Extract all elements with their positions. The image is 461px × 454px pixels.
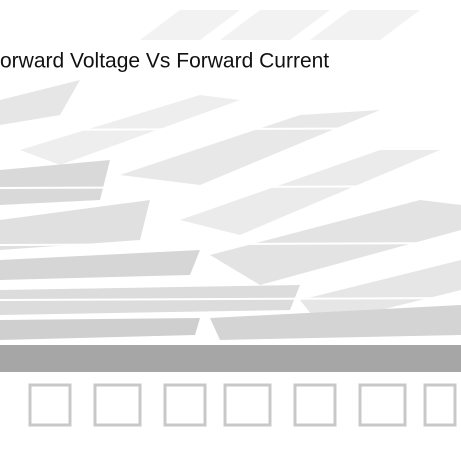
- top-streaks: [140, 10, 420, 40]
- title: orward Voltage Vs Forward Current: [0, 50, 329, 73]
- glitched-image: orward Voltage Vs Forward Current: [0, 0, 461, 454]
- gray-band: [0, 345, 461, 372]
- page: orward Voltage Vs Forward Current (() =>…: [0, 0, 461, 454]
